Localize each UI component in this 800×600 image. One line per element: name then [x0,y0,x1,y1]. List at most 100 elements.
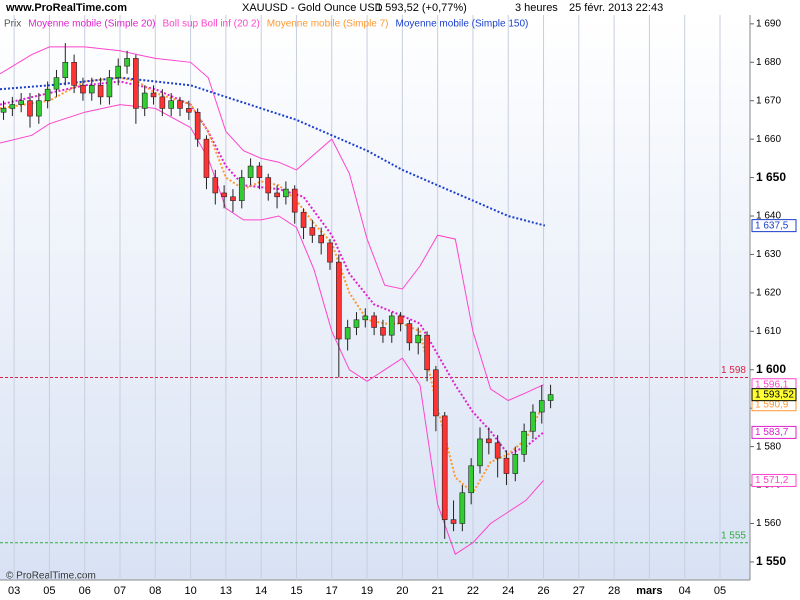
candle-body [18,100,24,105]
candle-body [512,454,519,474]
indicator-line [0,46,544,402]
x-tick-label: 27 [573,585,585,597]
candle-body [424,334,430,371]
price-tag-label: 1 583,7 [755,427,789,438]
candle-body [503,457,510,474]
site: www.ProRealTime.com [5,2,127,14]
x-tick-label: 20 [396,585,408,597]
y-tick-label: 1 630 [756,249,781,260]
candle-body [53,77,60,90]
candle-body [468,465,474,494]
candle-body [477,438,483,467]
price-tag [751,219,797,233]
x-tick-label: 15 [290,585,302,597]
candle-body [494,442,501,459]
price-tag-label: 1 593,52 [755,389,794,400]
candle-body [547,394,554,401]
candle-body [203,138,210,178]
candle-body [44,88,51,102]
x-tick-label: 05 [714,585,726,597]
y-tick-label: 1 600 [756,362,786,376]
legend-entry: Boll sup Boll inf (20 2) [163,19,260,30]
candle-body [371,315,377,328]
candle-body [265,177,272,194]
candle-body [380,327,386,336]
candle-body [71,61,77,86]
candle-body [27,100,33,117]
plot-area [0,15,750,580]
candle-body [459,492,466,524]
x-tick-label: 17 [326,585,338,597]
candle-body [133,58,139,109]
candle-body [450,519,457,524]
legend-entry: Moyenne mobile (Simple 20) [28,19,155,30]
x-tick-label: 24 [502,585,514,597]
x-tick-label: 07 [114,585,126,597]
y-tick-label: 1 690 [756,18,781,29]
y-tick-label: 1 550 [756,554,786,568]
candle-body [9,104,16,109]
candle-body [230,196,236,201]
legend-entry: Moyenne mobile (Simple 7) [267,19,389,30]
candle-body [88,85,95,94]
candle-body [433,369,439,417]
candle-body [238,177,245,201]
y-tick-label: 1 620 [756,288,781,299]
price-tag [751,388,797,402]
price-tag [751,473,797,487]
x-tick-label: 03 [8,585,20,597]
x-tick-label: 22 [467,585,479,597]
candle-body [141,92,148,109]
candle-body [62,61,69,78]
candle-body [353,319,360,328]
candle-body [106,77,113,98]
candle-body [530,411,536,432]
x-tick-label: 19 [361,585,373,597]
candle-body [300,211,307,228]
candle-body [521,430,527,455]
y-tick-label: 1 580 [756,441,781,452]
candle-body [247,165,254,178]
chart-title: XAUUSD - Gold Ounce USD [242,2,383,14]
candle-body [159,96,166,109]
candle-body [388,315,395,336]
x-tick-label: 08 [149,585,161,597]
candle-body [221,192,227,198]
candle-body [362,315,369,321]
candle-body [124,58,130,67]
x-tick-label: 14 [255,585,267,597]
candle-body [194,111,201,140]
x-tick-label: 04 [679,585,691,597]
level-label: 1 555 [721,530,746,541]
candle-body [327,242,333,263]
timestamp: 25 févr. 2013 22:43 [569,2,663,14]
y-tick-label: 1 560 [756,518,781,529]
copyright: © ProRealTime.com [6,571,96,582]
candle-body [283,188,289,198]
candle-body [309,227,316,236]
y-tick-label: 1 610 [756,326,781,337]
candle-body [538,400,545,413]
y-tick-label: 1 680 [756,57,781,68]
x-tick-label: 28 [608,585,620,597]
candle-body [291,188,298,213]
candle-body [186,108,192,113]
candle-body [274,192,280,198]
x-tick-label: 13 [220,585,232,597]
y-tick-label: 1 660 [756,134,781,145]
y-tick-label: 1 650 [756,170,786,184]
price-tag [751,425,797,439]
indicator-line [0,76,546,227]
x-tick-label: 10 [184,585,196,597]
x-tick-label: mars [636,585,662,597]
candle-body [150,92,157,98]
candle-body [336,261,342,340]
candle-body [486,438,492,444]
candle-body [97,85,104,98]
candle-body [36,100,42,117]
candle-body [406,323,413,344]
candle-body [168,100,174,109]
interval: 3 heures [515,2,558,14]
candle-body [115,65,122,78]
price-tag-label: 1 590,9 [755,399,789,410]
